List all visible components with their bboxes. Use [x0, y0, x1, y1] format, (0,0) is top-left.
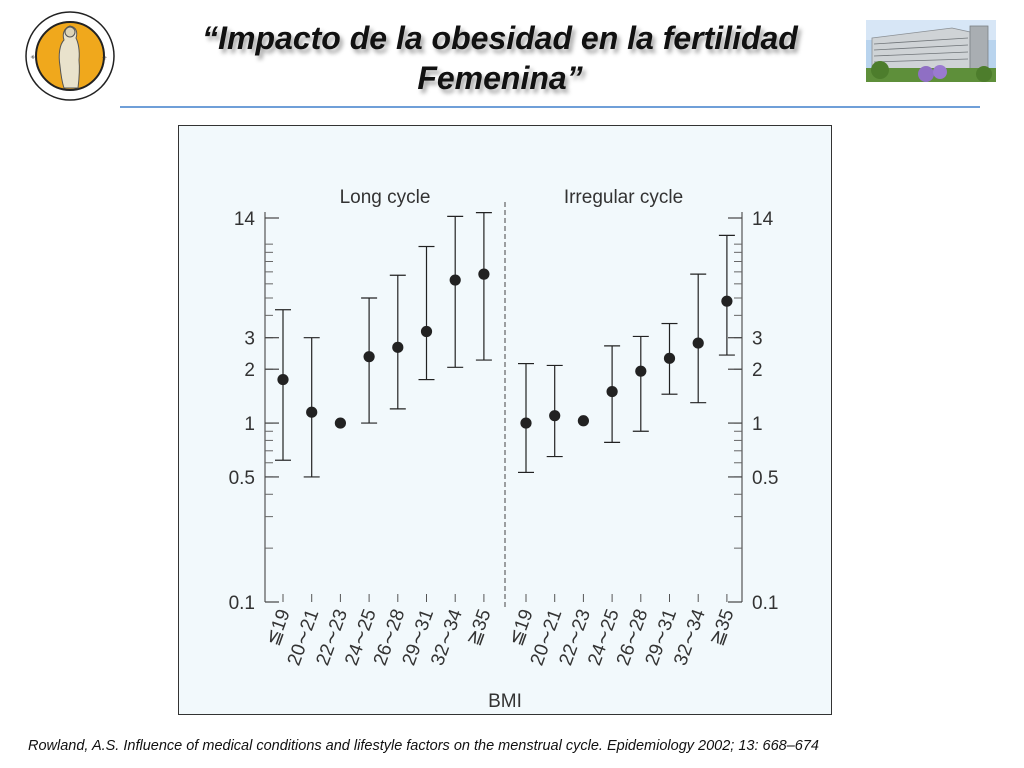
data-point: [277, 373, 289, 386]
x-tick-label: ≧35: [463, 607, 495, 649]
y-tick-label-left: 2: [244, 360, 255, 381]
y-tick-label-right: 2: [752, 360, 763, 381]
data-point: [606, 385, 618, 398]
data-point: [306, 406, 318, 418]
data-point: [363, 351, 375, 363]
panel-title: Long cycle: [340, 187, 431, 208]
data-point: [478, 268, 490, 280]
data-point: [449, 274, 461, 286]
slide-title: “Impacto de la obesidad en la fertilidad…: [140, 18, 860, 98]
data-point: [577, 415, 589, 427]
data-point: [549, 410, 561, 422]
y-tick-label-left: 0.1: [229, 593, 255, 614]
panel-title: Irregular cycle: [564, 187, 683, 208]
svg-text:✳: ✳: [29, 54, 37, 61]
data-point: [663, 352, 676, 364]
y-tick-label-right: 1: [752, 414, 763, 435]
x-axis-label: BMI: [488, 691, 522, 712]
data-point: [420, 325, 433, 338]
slide-title-line1: “Impacto de la obesidad en la fertilidad: [202, 20, 798, 56]
x-tick-label: ≧35: [706, 607, 738, 649]
y-tick-label-right: 0.1: [752, 593, 778, 614]
data-point: [692, 337, 704, 349]
data-point: [635, 365, 647, 377]
chart-panel: 0.1 0.1 0.5 0.5 1 1 2 2 3 3 14 14 Long cycle ≦19 20∼21…: [178, 125, 832, 715]
slide-title-line2: Femenina”: [417, 60, 583, 96]
data-point: [520, 417, 532, 429]
y-tick-label-left: 14: [234, 209, 256, 230]
svg-text:✳: ✳: [102, 55, 107, 62]
y-tick-label-left: 0.5: [229, 468, 255, 489]
y-tick-label-right: 14: [752, 209, 774, 230]
hospital-building-photo: [866, 20, 996, 82]
header-divider: [120, 106, 980, 108]
y-tick-label-right: 0.5: [752, 468, 778, 489]
citation: Rowland, A.S. Influence of medical condi…: [28, 738, 819, 754]
data-point: [392, 341, 404, 353]
y-tick-label-left: 1: [244, 414, 255, 435]
academy-logo: ✳ ✳: [25, 11, 115, 101]
data-point: [721, 295, 733, 307]
data-point: [334, 417, 346, 429]
y-tick-label-left: 3: [244, 329, 255, 350]
y-tick-label-right: 3: [752, 329, 763, 350]
